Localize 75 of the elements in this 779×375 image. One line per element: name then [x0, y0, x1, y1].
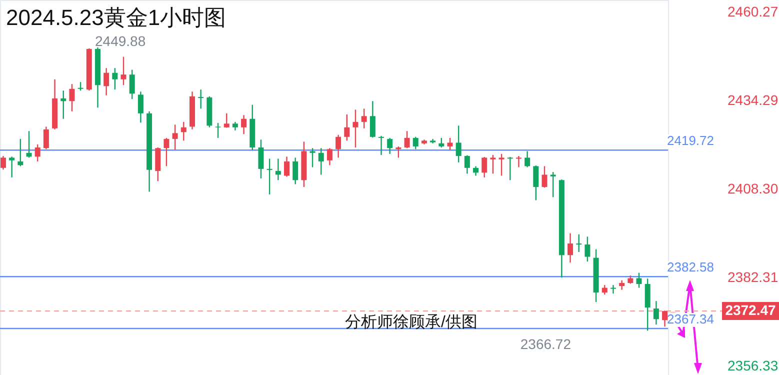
candlestick [318, 148, 324, 176]
candlestick [104, 67, 110, 96]
candlestick [387, 137, 393, 155]
candlestick [172, 124, 178, 150]
candlestick [241, 114, 247, 135]
candlestick [9, 156, 15, 178]
candlestick [516, 155, 522, 168]
candlestick [0, 155, 6, 170]
candlestick [198, 88, 204, 110]
candlestick [550, 171, 556, 198]
candlestick [370, 100, 376, 138]
candlestick [292, 157, 298, 185]
candlestick [542, 166, 548, 188]
candlestick [344, 114, 350, 142]
y-tick-label: 2408.30 [728, 180, 778, 196]
y-tick-label: 2382.31 [728, 269, 778, 286]
candlestick [533, 164, 539, 201]
candlestick [43, 126, 49, 150]
candlestick [653, 300, 659, 326]
candlestick [438, 137, 444, 148]
candlestick [644, 278, 650, 332]
candlestick [34, 144, 40, 162]
candlestick [60, 90, 66, 120]
candlestick [180, 121, 186, 142]
ref-line-label: 2367.34 [667, 312, 714, 327]
y-tick-label: 2460.27 [728, 3, 778, 20]
candlestick [129, 69, 135, 100]
candlestick [568, 232, 574, 264]
candlestick [164, 137, 170, 167]
candlestick [275, 158, 281, 181]
candlestick [284, 156, 290, 178]
candlestick [310, 148, 316, 168]
candlestick [602, 284, 608, 296]
candlestick [447, 137, 453, 151]
candlestick [26, 130, 32, 158]
candlestick [69, 83, 75, 112]
chart-title: 2024.5.23黄金1小时图 [6, 5, 226, 30]
candlestick [662, 310, 668, 328]
annotation: 分析师徐顾承/供图 [345, 314, 478, 331]
ref-line-label: 2382.58 [667, 260, 714, 275]
candlestick [112, 67, 118, 90]
candlestick [138, 90, 144, 124]
candlestick [224, 112, 230, 128]
annotation: 2449.88 [95, 33, 146, 49]
candlestick [361, 108, 367, 129]
candlestick [266, 158, 272, 196]
candlestick [378, 135, 384, 156]
candlestick [336, 134, 342, 158]
y-tick-label: 2434.29 [728, 92, 778, 108]
annotation: 2366.72 [520, 336, 572, 352]
candlestick [473, 166, 479, 176]
candlestick [155, 146, 161, 182]
candlestick [498, 153, 504, 176]
candlestick [215, 122, 221, 139]
candlestick [619, 280, 625, 290]
candlestick [507, 156, 513, 181]
candlestick [576, 234, 582, 253]
candlestick [482, 156, 488, 178]
candlestick [18, 138, 24, 167]
ref-line-label: 2419.72 [667, 133, 714, 148]
candlestick [524, 150, 530, 168]
candlestick [490, 154, 496, 174]
candlestick [456, 125, 462, 164]
ref-line-label: 2372.47 [725, 302, 776, 318]
candlestick [258, 139, 264, 180]
candlestick [636, 272, 642, 288]
candlestick [326, 148, 332, 166]
candlestick [464, 154, 470, 174]
candlestick [404, 130, 410, 149]
candlestick [610, 284, 616, 294]
candlestick [412, 136, 418, 150]
candlestick [584, 236, 590, 262]
candlestick [120, 56, 126, 86]
candlestick [352, 109, 358, 148]
y-tick-label: 2356.33 [728, 358, 778, 374]
